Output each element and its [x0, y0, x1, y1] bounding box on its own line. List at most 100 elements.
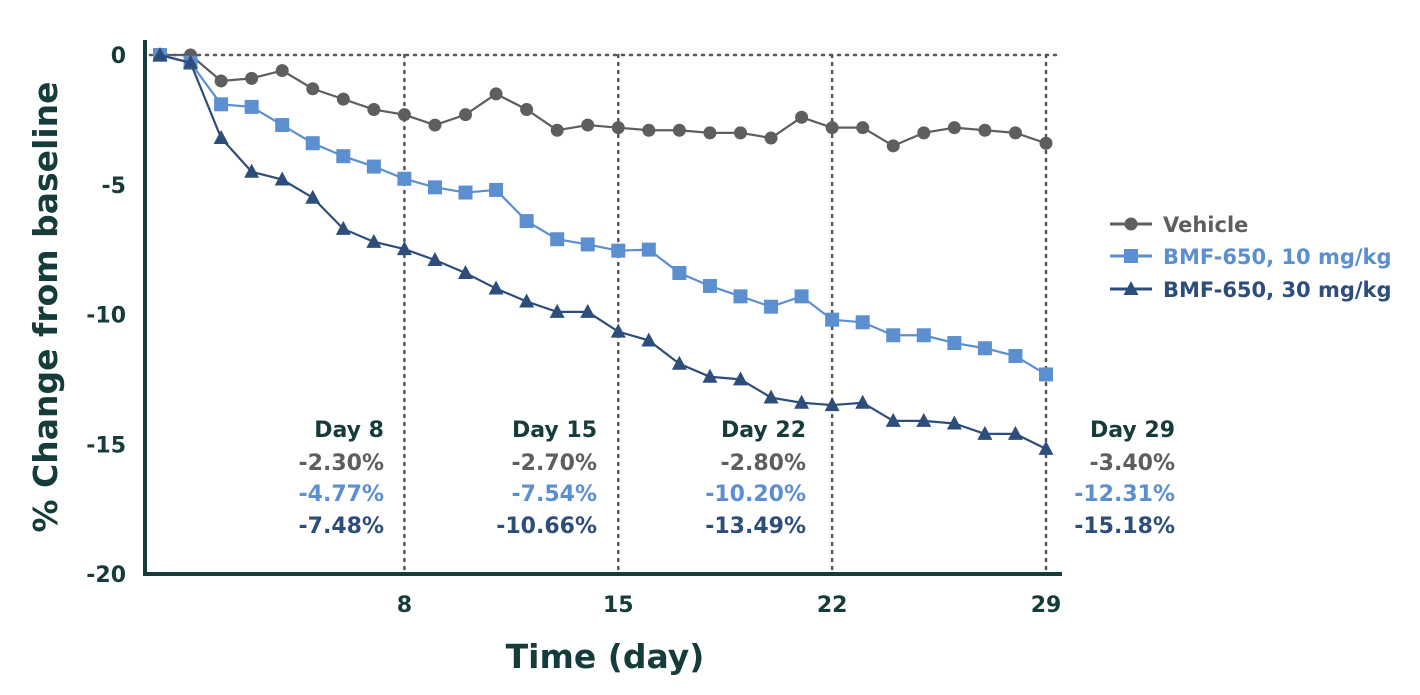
data-point — [824, 397, 840, 412]
axes — [143, 40, 1062, 576]
y-tick-label: 0 — [111, 44, 126, 69]
y-tick-label: -5 — [102, 174, 126, 199]
legend-item: BMF-650, 10 mg/kg — [1110, 245, 1392, 269]
data-point — [458, 185, 473, 200]
data-point — [611, 121, 625, 135]
series-1 — [153, 48, 1053, 153]
data-point — [672, 265, 687, 280]
series-line — [159, 53, 1047, 376]
annotation-value: -7.54% — [512, 482, 597, 507]
data-point — [336, 92, 350, 106]
data-point — [855, 315, 870, 330]
annotation-value: -2.30% — [299, 451, 384, 476]
annotation-title: Day 22 — [721, 418, 806, 443]
data-point — [519, 293, 535, 308]
data-point — [642, 123, 656, 137]
series-3 — [152, 47, 1054, 455]
data-point — [427, 252, 443, 267]
data-point — [519, 214, 534, 229]
data-point — [183, 54, 199, 69]
legend-label: Vehicle — [1163, 213, 1248, 237]
data-point — [916, 412, 932, 427]
data-point — [275, 118, 290, 133]
data-point — [397, 108, 411, 122]
data-point — [397, 171, 412, 186]
annotation-value: -2.80% — [721, 451, 806, 476]
y-tick-label: -10 — [86, 304, 126, 329]
data-point — [885, 412, 901, 427]
annotation-title: Day 8 — [314, 418, 384, 443]
annotation-value: -13.49% — [705, 514, 806, 539]
data-point — [520, 102, 534, 116]
data-point — [733, 289, 748, 304]
legend: Vehicle BMF-650, 10 mg/kg BMF-650, 30 mg/k… — [1110, 213, 1392, 302]
data-point — [306, 82, 320, 96]
data-point — [214, 97, 229, 112]
legend-marker — [1124, 217, 1138, 231]
legend-marker — [1123, 281, 1139, 295]
legend-marker — [1124, 249, 1138, 263]
data-point — [702, 368, 718, 383]
data-point — [1038, 440, 1054, 455]
data-point — [274, 171, 290, 186]
data-point — [703, 126, 717, 140]
data-point — [489, 182, 504, 197]
data-point — [825, 312, 840, 327]
data-point — [672, 123, 686, 137]
x-tick-label: 22 — [817, 593, 848, 618]
data-point — [244, 163, 260, 178]
legend-item: BMF-650, 30 mg/kg — [1110, 278, 1392, 302]
x-tick-label: 8 — [397, 593, 412, 618]
data-point — [641, 242, 656, 257]
data-point — [275, 64, 289, 78]
annotation-value: -4.77% — [299, 482, 384, 507]
data-point — [213, 130, 229, 145]
data-point — [610, 323, 626, 338]
data-point — [305, 136, 320, 151]
data-point — [825, 121, 839, 135]
data-point — [245, 71, 259, 85]
data-point — [550, 232, 565, 247]
data-point — [428, 118, 442, 132]
data-point — [152, 47, 168, 61]
data-point — [1008, 349, 1023, 364]
data-point — [947, 336, 962, 351]
data-point — [1007, 425, 1023, 440]
data-point — [732, 371, 748, 386]
x-axis-title: Time (day) — [506, 637, 705, 676]
annotation-title: Day 15 — [512, 418, 597, 443]
data-point — [764, 131, 778, 145]
legend-item: Vehicle — [1110, 213, 1248, 237]
data-point — [611, 243, 626, 258]
legend-label: BMF-650, 30 mg/kg — [1163, 278, 1392, 302]
legend-label: BMF-650, 10 mg/kg — [1163, 245, 1392, 269]
data-point — [366, 159, 381, 174]
annotation-value: -15.18% — [1074, 514, 1175, 539]
data-point — [1008, 126, 1022, 140]
annotation-value: -10.20% — [705, 482, 806, 507]
y-tick-label: -20 — [86, 563, 126, 588]
data-point — [886, 328, 901, 343]
data-point — [581, 118, 595, 132]
data-point — [671, 355, 687, 370]
data-point — [549, 303, 565, 318]
data-point — [977, 425, 993, 440]
annotation-value: -2.70% — [512, 451, 597, 476]
data-point — [977, 341, 992, 356]
data-point — [459, 108, 473, 122]
data-point — [794, 394, 810, 409]
data-point — [856, 121, 870, 135]
data-point — [305, 189, 321, 204]
x-tick-labels: 8 15 22 29 — [397, 593, 1062, 618]
data-point — [396, 241, 412, 256]
data-point — [733, 126, 747, 140]
data-point — [947, 121, 961, 135]
annotation-day-29: Day 29 -3.40% -12.31% -15.18% — [1074, 418, 1175, 539]
data-point — [550, 123, 564, 137]
data-point — [489, 87, 503, 101]
annotation-day-15: Day 15 -2.70% -7.54% -10.66% — [496, 418, 597, 539]
series-group — [152, 47, 1054, 455]
y-tick-labels: 0 -5 -10 -15 -20 — [86, 44, 126, 588]
data-point — [763, 389, 779, 404]
